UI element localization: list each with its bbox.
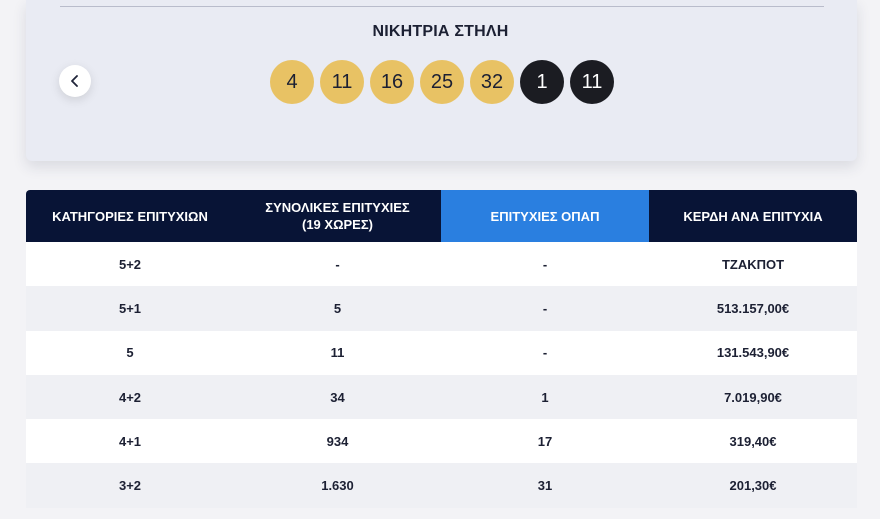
- main-number-ball: 32: [470, 60, 514, 104]
- main-number-ball: 11: [320, 60, 364, 104]
- cell-total-winners: 934: [326, 433, 349, 449]
- bonus-number-ball: 1: [520, 60, 564, 104]
- main-number-ball: 4: [270, 60, 314, 104]
- header-opap-winners: ΕΠΙΤΥΧΙΕΣ ΟΠΑΠ: [441, 190, 649, 242]
- table-row: 4+2 34 1 7.019,90€: [26, 374, 857, 420]
- cell-total-winners: 1.630: [321, 478, 354, 494]
- table-row: 5+1 5 - 513.157,00€: [26, 286, 857, 331]
- previous-draw-button[interactable]: [59, 65, 91, 97]
- cell-category: 4+2: [118, 389, 142, 405]
- table-header: ΚΑΤΗΓΟΡΙΕΣ ΕΠΙΤΥΧΙΩΝ ΣΥΝΟΛΙΚΕΣ ΕΠΙΤΥΧΙΕΣ…: [26, 190, 857, 242]
- cell-opap-winners: 17: [537, 433, 553, 449]
- header-total-winners: ΣΥΝΟΛΙΚΕΣ ΕΠΙΤΥΧΙΕΣ (19 ΧΩΡΕΣ): [234, 190, 441, 242]
- main-number-ball: 25: [420, 60, 464, 104]
- cell-category: 4+1: [118, 433, 142, 449]
- cell-prize: 7.019,90€: [724, 389, 782, 405]
- cell-opap-winners: 31: [537, 478, 553, 494]
- cell-total-winners: 34: [330, 389, 345, 405]
- cell-total-winners: -: [335, 256, 340, 272]
- cell-opap-winners: 1: [541, 389, 549, 405]
- cell-prize: ΤΖΑΚΠΟΤ: [721, 256, 785, 272]
- winning-numbers: 4 11 16 25 32 1 11: [270, 60, 614, 104]
- winning-column-title: ΝΙΚΗΤΡΙΑ ΣΤΗΛΗ: [372, 23, 509, 40]
- table-body: 5+2 - - ΤΖΑΚΠΟΤ 5+1 5 - 513.157,00€ 5 11 - 131.543,…: [26, 242, 857, 508]
- cell-prize: 201,30€: [729, 478, 777, 494]
- chevron-left-icon: [71, 75, 78, 87]
- header-label: ΕΠΙΤΥΧΙΕΣ ΟΠΑΠ: [490, 208, 600, 224]
- cell-total-winners: 5: [333, 300, 342, 316]
- cell-category: 5+2: [118, 256, 142, 272]
- cell-opap-winners: -: [542, 256, 548, 272]
- prize-breakdown-table: ΚΑΤΗΓΟΡΙΕΣ ΕΠΙΤΥΧΙΩΝ ΣΥΝΟΛΙΚΕΣ ΕΠΙΤΥΧΙΕΣ…: [26, 190, 857, 508]
- header-label: ΚΑΤΗΓΟΡΙΕΣ ΕΠΙΤΥΧΙΩΝ: [52, 208, 208, 224]
- cell-opap-winners: -: [542, 300, 548, 316]
- header-label: ΚΕΡΔΗ ΑΝΑ ΕΠΙΤΥΧΙΑ: [683, 208, 823, 224]
- table-row: 5 11 - 131.543,90€: [26, 330, 857, 375]
- bonus-number-ball: 11: [570, 60, 614, 104]
- header-prize-per-winner: ΚΕΡΔΗ ΑΝΑ ΕΠΙΤΥΧΙΑ: [649, 190, 857, 242]
- header-label: ΣΥΝΟΛΙΚΕΣ ΕΠΙΤΥΧΙΕΣ (19 ΧΩΡΕΣ): [265, 200, 410, 232]
- main-number-ball: 16: [370, 60, 414, 104]
- cell-category: 3+2: [118, 478, 142, 494]
- header-categories: ΚΑΤΗΓΟΡΙΕΣ ΕΠΙΤΥΧΙΩΝ: [26, 190, 234, 242]
- table-row: 5+2 - - ΤΖΑΚΠΟΤ: [26, 242, 857, 287]
- cell-category: 5+1: [118, 300, 142, 316]
- winning-column-card: ΝΙΚΗΤΡΙΑ ΣΤΗΛΗ 4 11 16 25 32 1 11: [26, 0, 857, 161]
- table-row: 3+2 1.630 31 201,30€: [26, 463, 857, 508]
- divider: [60, 6, 824, 7]
- cell-prize: 513.157,00€: [716, 300, 790, 316]
- cell-category: 5: [126, 345, 134, 361]
- cell-prize: 319,40€: [729, 433, 777, 449]
- cell-prize: 131.543,90€: [716, 345, 790, 361]
- cell-total-winners: 11: [330, 345, 345, 361]
- table-row: 4+1 934 17 319,40€: [26, 419, 857, 464]
- cell-opap-winners: -: [542, 345, 548, 361]
